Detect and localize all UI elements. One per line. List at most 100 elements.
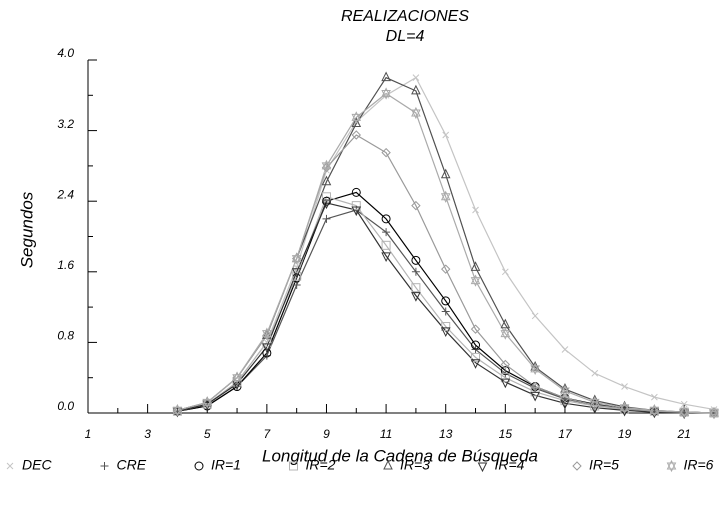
marker <box>322 214 331 223</box>
marker <box>440 190 451 203</box>
chart-subtitle: DL=4 <box>386 28 425 45</box>
x-tick-label: 21 <box>677 427 691 441</box>
marker <box>440 327 451 338</box>
marker <box>351 201 361 211</box>
marker <box>649 404 660 417</box>
marker <box>293 264 301 271</box>
marker <box>560 384 570 398</box>
marker <box>321 175 332 186</box>
marker <box>411 255 421 265</box>
marker <box>440 168 451 179</box>
marker <box>470 324 481 334</box>
marker <box>500 378 511 389</box>
marker <box>470 359 481 369</box>
y-tick-label: 2.4 <box>56 187 74 201</box>
marker <box>263 339 271 346</box>
marker <box>351 130 361 140</box>
marker <box>500 373 510 383</box>
marker <box>471 340 481 350</box>
legend-marker <box>383 459 393 470</box>
marker <box>321 192 331 202</box>
x-tick-label: 9 <box>323 427 330 441</box>
legend-text: IR=4 <box>495 457 525 473</box>
marker <box>530 387 540 397</box>
marker <box>530 381 540 392</box>
marker <box>589 404 600 414</box>
legend-marker <box>477 462 488 473</box>
marker <box>619 401 630 414</box>
marker <box>530 391 540 402</box>
series-line <box>177 134 715 414</box>
marker <box>531 312 539 320</box>
legend-text: CRE <box>117 457 147 473</box>
marker <box>651 393 658 401</box>
marker <box>472 206 479 214</box>
marker <box>291 268 302 278</box>
series-line <box>177 191 715 414</box>
marker <box>500 359 511 370</box>
x-tick-label: 17 <box>558 427 573 441</box>
x-tick-label: 19 <box>618 427 632 441</box>
marker <box>590 401 600 411</box>
legend-text: DEC <box>22 457 52 473</box>
x-tick-label: 7 <box>264 427 272 441</box>
marker <box>351 111 362 124</box>
legend-marker <box>194 461 204 471</box>
legend-marker <box>6 462 14 470</box>
marker <box>411 200 421 211</box>
x-tick-label: 15 <box>499 427 513 441</box>
marker <box>561 346 569 353</box>
marker <box>471 352 481 362</box>
marker <box>442 131 450 139</box>
marker <box>381 214 391 224</box>
marker <box>500 327 511 340</box>
marker <box>262 343 272 353</box>
marker <box>411 84 421 95</box>
marker <box>381 87 391 100</box>
marker <box>321 159 332 173</box>
marker <box>411 283 421 293</box>
marker <box>381 147 391 158</box>
marker <box>351 187 361 197</box>
x-tick-label: 3 <box>144 427 151 441</box>
marker <box>679 405 689 419</box>
legend-marker <box>289 461 298 471</box>
marker <box>441 322 451 332</box>
marker <box>619 406 630 417</box>
marker <box>351 117 362 128</box>
marker <box>262 348 272 358</box>
y-tick-label: 1.6 <box>57 258 74 272</box>
marker <box>412 74 420 82</box>
x-tick-label: 5 <box>204 427 211 441</box>
marker <box>202 396 213 409</box>
marker <box>411 267 420 276</box>
marker <box>560 393 570 403</box>
marker <box>411 106 421 120</box>
y-tick-label: 0.0 <box>57 399 74 413</box>
marker <box>441 264 451 274</box>
x-tick-label: 11 <box>380 427 392 441</box>
x-tick-label: 13 <box>439 427 453 441</box>
marker <box>470 261 481 271</box>
legend-marker <box>572 461 582 471</box>
marker <box>470 274 481 287</box>
series-line <box>177 76 715 412</box>
legend-marker <box>666 459 677 473</box>
marker <box>589 396 600 409</box>
marker <box>351 206 362 217</box>
marker <box>500 366 510 376</box>
marker <box>172 404 183 417</box>
marker <box>530 362 540 375</box>
marker <box>262 327 272 340</box>
y-tick-label: 4.0 <box>57 46 74 60</box>
legend-marker <box>100 462 109 470</box>
x-axis-title: Longitud de la Cadena de Búsqueda <box>262 446 538 465</box>
legend-text: IR=1 <box>211 457 241 473</box>
legend-text: IR=3 <box>400 457 430 473</box>
marker <box>441 307 450 316</box>
y-axis-title: Segundos <box>17 191 36 268</box>
legend-text: IR=5 <box>589 457 619 473</box>
marker <box>680 400 688 408</box>
y-tick-label: 0.8 <box>57 329 74 343</box>
